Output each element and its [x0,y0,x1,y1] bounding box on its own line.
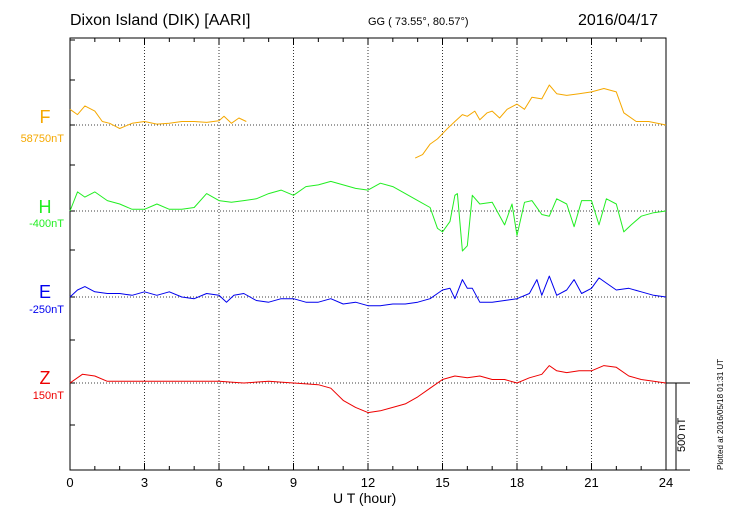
x-tick-label: 3 [140,475,149,490]
x-tick-label: 15 [435,475,450,490]
baseline-label-f: 58750nT [20,133,64,145]
scale-bar-label: 500 nT [676,417,688,452]
series-line-f [69,84,667,159]
series-label-z: Z [39,368,51,388]
baseline-label-h: -400nT [29,218,64,230]
x-axis-label: U T (hour) [333,490,397,506]
x-tick-label: 24 [658,475,674,490]
series-line-e [69,275,667,307]
baseline-label-e: -250nT [29,304,64,316]
x-tick-label: 12 [360,475,376,490]
baseline-label-z: 150nT [32,390,64,402]
x-tick-label: 18 [509,475,525,490]
x-tick-label: 6 [215,475,223,490]
series-line-h [69,180,667,252]
series-label-e: E [38,282,51,302]
series-label-h: H [38,197,52,217]
chart-date: 2016/04/17 [578,12,659,29]
x-tick-label: 9 [289,475,298,490]
plotted-timestamp: Plotted at 2016/05/18 01:31 UT [716,358,725,470]
geographic-coordinates: GG ( 73.55°, 80.57°) [368,16,469,28]
x-tick-label: 0 [66,475,74,490]
x-tick-label: 21 [584,475,599,490]
series-label-f: F [39,107,51,127]
station-title: Dixon Island (DIK) [AARI] [70,12,251,29]
series-line-z [69,365,667,414]
